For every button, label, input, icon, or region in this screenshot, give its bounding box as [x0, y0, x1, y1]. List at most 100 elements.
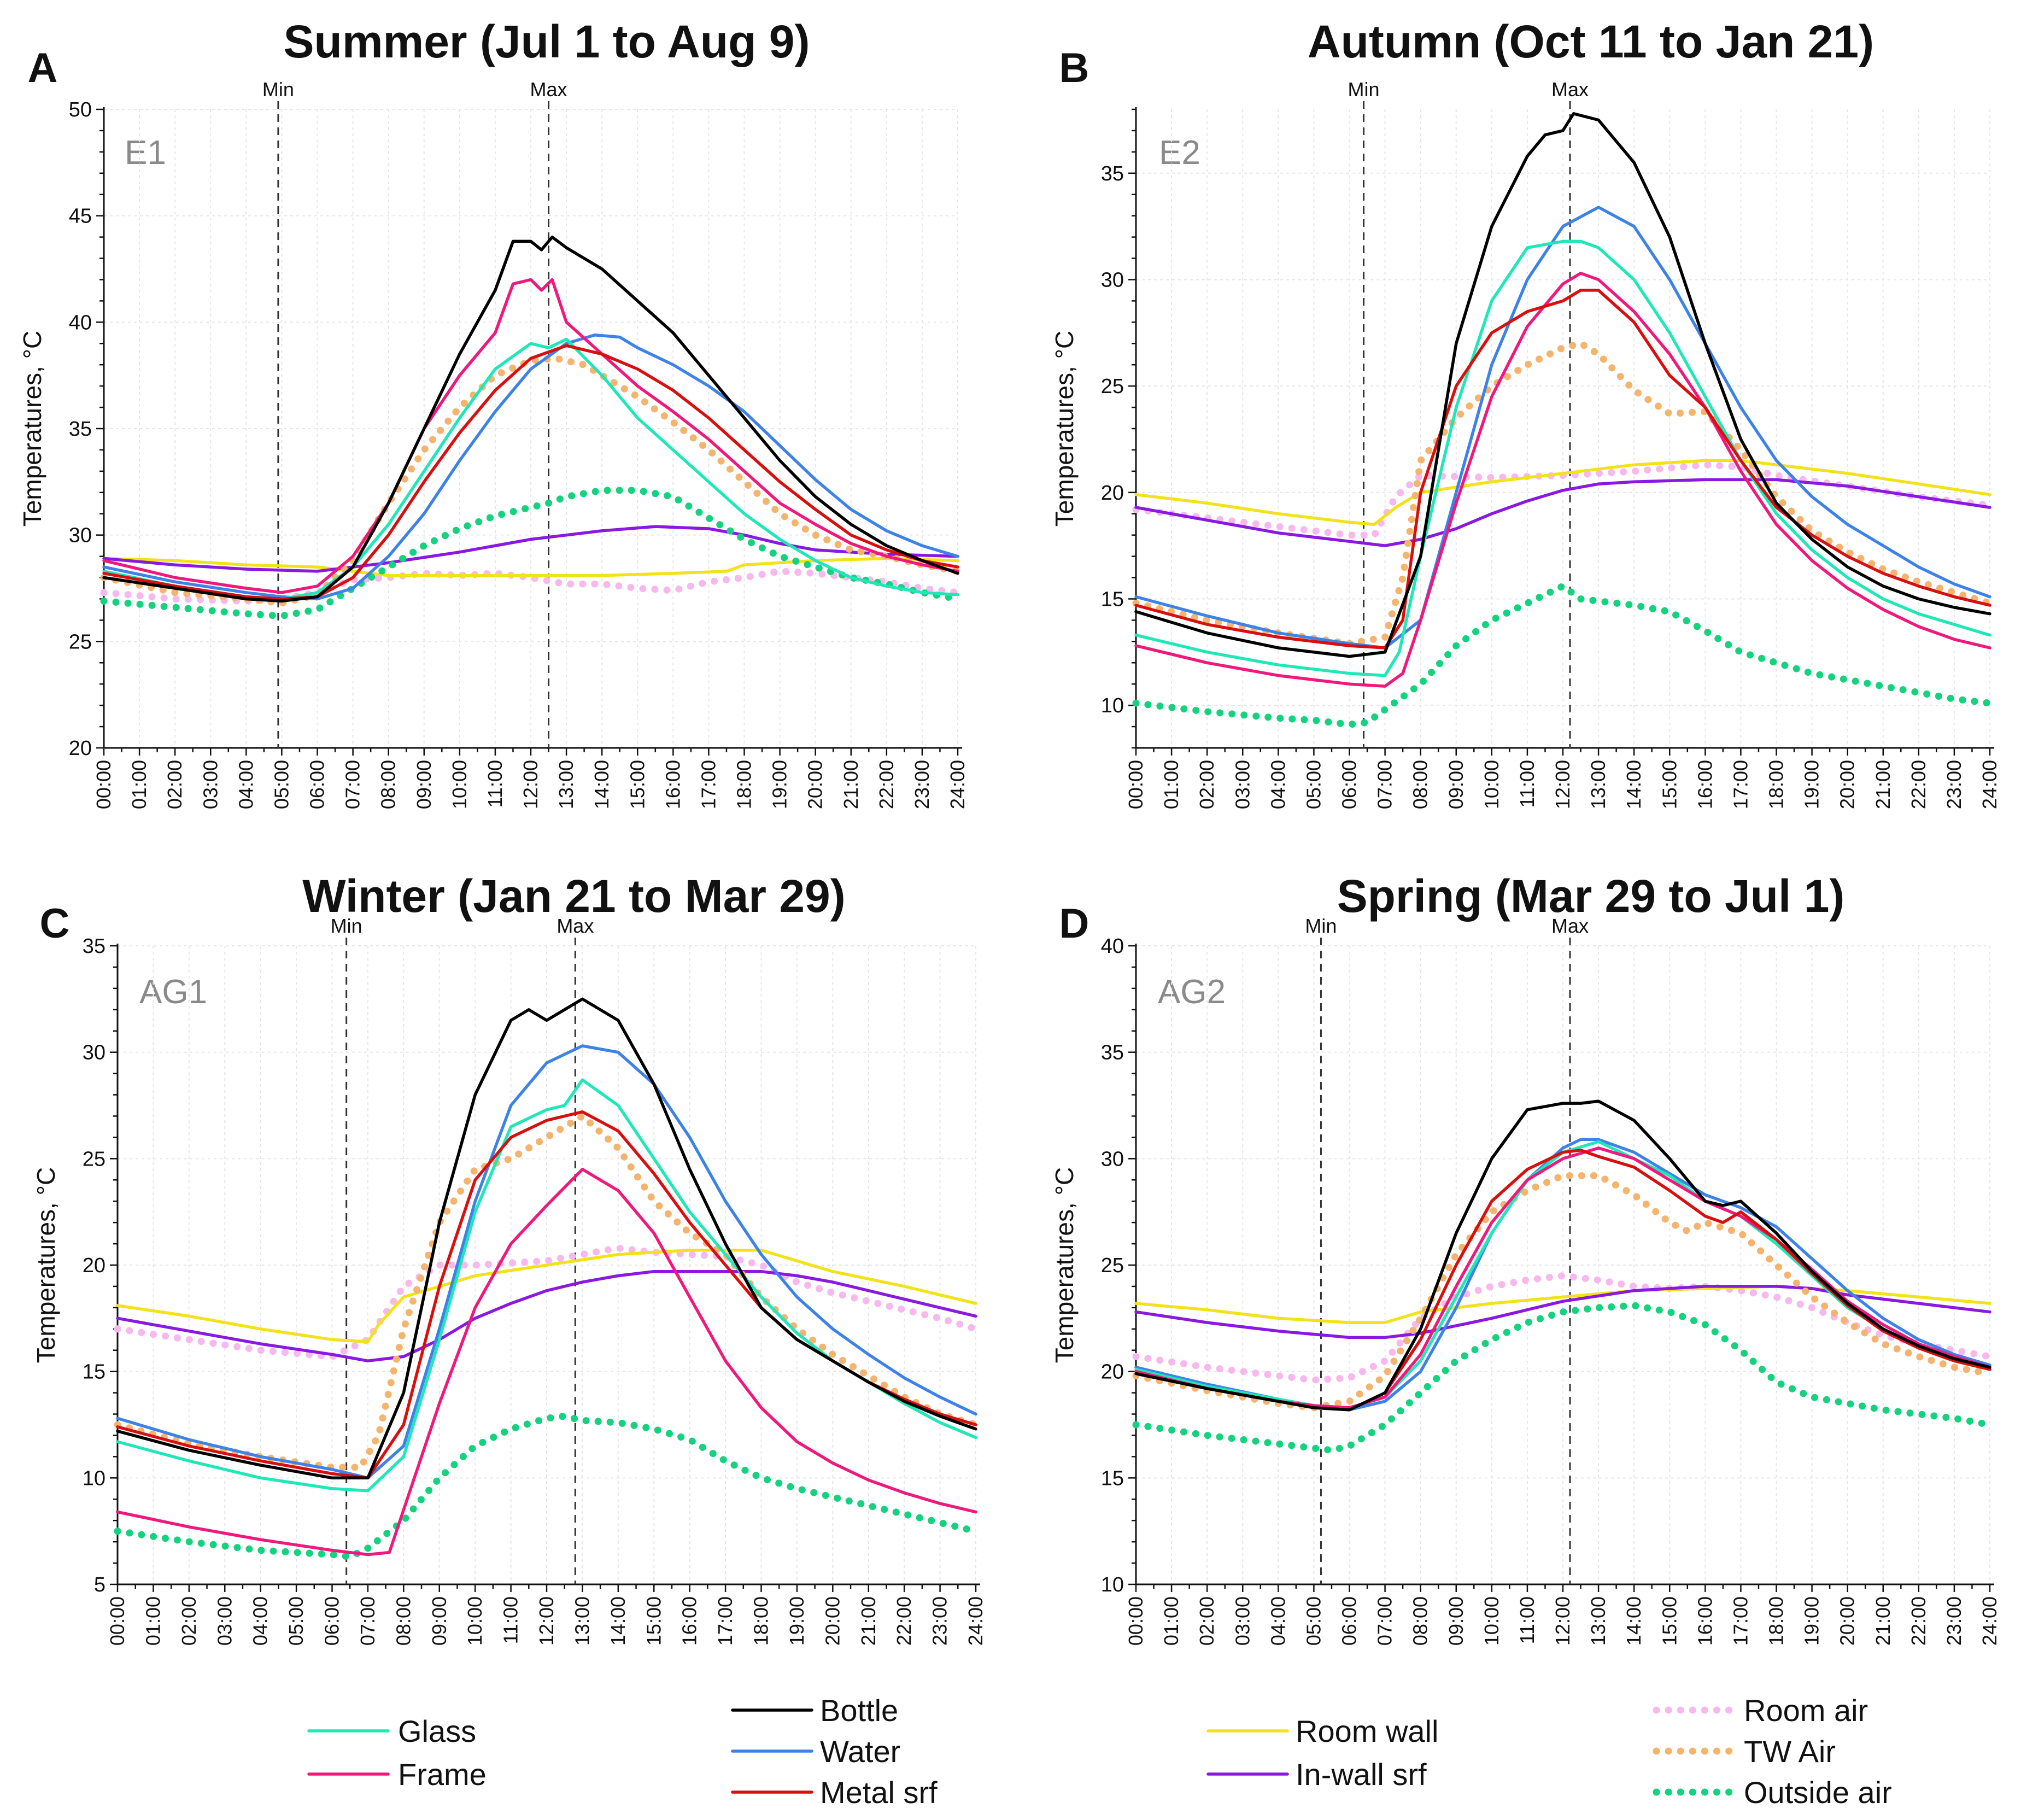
y-tick-label: 35	[83, 935, 106, 958]
panel-d-series-outside-air	[1132, 1302, 1994, 1454]
x-tick-label: 13:00	[1587, 760, 1609, 809]
x-tick-label: 20:00	[804, 760, 827, 809]
y-tick-label: 10	[1101, 1573, 1124, 1596]
panel-b: Autumn (Oct 11 to Jan 21) B E2 10 15 20 25 3…	[1050, 16, 2001, 809]
panel-a-series-in-wall	[102, 525, 959, 573]
x-tick-label: 08:00	[392, 1596, 414, 1646]
panel-a-series-frame	[102, 278, 959, 594]
x-tick-label: 05:00	[270, 760, 292, 809]
x-tick-label: 23:00	[1943, 1596, 1965, 1646]
panel-a-y-axis-label: Temperatures, °C	[18, 331, 46, 526]
panel-d-series-room-air	[1132, 1272, 1994, 1384]
x-tick-label: 03:00	[213, 1596, 236, 1646]
x-tick-label: 06:00	[1338, 760, 1361, 809]
x-tick-label: 01:00	[128, 760, 150, 809]
panel-b-series-bottle	[1134, 112, 1991, 658]
legend-label-bottle: Bottle	[820, 1693, 898, 1728]
x-tick-label: 15:00	[626, 760, 648, 809]
x-tick-label: 24:00	[1978, 1596, 2001, 1646]
x-tick-label: 07:00	[356, 1596, 379, 1646]
legend-label-metal: Metal srf	[820, 1775, 938, 1810]
x-tick-label: 16:00	[678, 1596, 701, 1646]
y-tick-label: 35	[1101, 1041, 1124, 1064]
panel-a-series-room-wall	[102, 557, 959, 577]
y-tick-label: 30	[1101, 1148, 1124, 1171]
panel-a-series-glass	[102, 337, 959, 601]
panel-c: Winter (Jan 21 to Mar 29) C AG1 5 10 15 20 2…	[32, 870, 987, 1646]
panel-c-series-frame	[116, 1168, 977, 1556]
y-tick-label: 25	[83, 1148, 106, 1171]
y-tick-label: 25	[1101, 375, 1124, 398]
y-tick-label: 30	[69, 524, 92, 547]
x-tick-label: 14:00	[1622, 1596, 1645, 1646]
x-tick-label: 00:00	[1124, 760, 1147, 809]
panel-c-series-tw-air	[114, 1113, 980, 1471]
y-tick-label: 25	[69, 630, 92, 653]
panel-d-letter: D	[1059, 900, 1089, 947]
panel-b-max-label: Max	[1551, 78, 1589, 101]
x-tick-label: 10:00	[1480, 1596, 1503, 1646]
legend-label-room-air: Room air	[1744, 1693, 1868, 1728]
x-tick-label: 12:00	[1551, 1596, 1574, 1646]
x-tick-label: 19:00	[769, 760, 791, 809]
panel-b-min-label: Min	[1348, 78, 1380, 101]
panel-b-grid	[1135, 109, 1990, 748]
panel-a-grid	[103, 109, 958, 748]
panel-d-series-frame	[1134, 1146, 1991, 1409]
x-tick-label: 02:00	[178, 1596, 200, 1646]
panel-b-y-axis-label: Temperatures, °C	[1050, 331, 1079, 526]
panel-c-series-room-wall	[116, 1248, 977, 1343]
x-tick-label: 00:00	[106, 1596, 128, 1646]
x-tick-label: 09:00	[1445, 1596, 1467, 1646]
x-tick-label: 05:00	[285, 1596, 307, 1646]
x-tick-label: 13:00	[555, 760, 577, 809]
y-tick-label: 15	[83, 1361, 106, 1384]
y-tick-label: 5	[94, 1573, 106, 1596]
panel-a-series-outside-air	[100, 487, 962, 620]
y-tick-label: 30	[83, 1041, 106, 1064]
x-tick-label: 20:00	[821, 1596, 843, 1646]
x-tick-label: 15:00	[1658, 760, 1680, 809]
x-tick-label: 20:00	[1836, 1596, 1859, 1646]
panel-b-series-outside-air	[1132, 582, 1994, 728]
x-tick-label: 22:00	[875, 760, 898, 809]
x-tick-label: 02:00	[163, 760, 186, 809]
legend-label-room-wall: Room wall	[1296, 1714, 1438, 1748]
panel-c-series-outside-air	[114, 1412, 980, 1560]
x-tick-label: 03:00	[1231, 1596, 1253, 1646]
panel-b-series-metal	[1134, 289, 1991, 649]
panel-c-title: Winter (Jan 21 to Mar 29)	[302, 870, 845, 922]
panel-b-site-label: E2	[1159, 134, 1200, 172]
panel-a: Summer (Jul 1 to Aug 9) A E1 20 25 30 35 40 4…	[18, 16, 969, 809]
panel-d-series-bottle	[1134, 1099, 1991, 1412]
x-tick-label: 00:00	[92, 760, 115, 809]
x-tick-label: 06:00	[1338, 1596, 1361, 1646]
y-tick-label: 20	[83, 1254, 106, 1277]
panel-d-site-label: AG2	[1158, 973, 1226, 1011]
panel-a-series-tw-air	[100, 355, 962, 607]
y-tick-label: 30	[1101, 268, 1124, 291]
x-tick-label: 24:00	[946, 760, 969, 809]
panel-d: Spring (Mar 29 to Jul 1) D AG2 10 15 20 25 3…	[1050, 870, 2001, 1646]
x-tick-label: 06:00	[306, 760, 329, 809]
y-tick-label: 10	[83, 1467, 106, 1490]
x-tick-label: 03:00	[199, 760, 221, 809]
x-tick-label: 23:00	[929, 1596, 951, 1646]
x-tick-label: 09:00	[428, 1596, 450, 1646]
y-tick-label: 20	[69, 737, 92, 760]
x-tick-label: 10:00	[464, 1596, 486, 1646]
x-tick-label: 02:00	[1196, 1596, 1218, 1646]
y-tick-label: 10	[1101, 694, 1124, 717]
x-tick-label: 18:00	[1765, 760, 1788, 809]
y-tick-label: 40	[1101, 935, 1124, 958]
legend-label-in-wall: In-wall srf	[1296, 1757, 1427, 1792]
x-tick-label: 10:00	[1480, 760, 1503, 809]
x-tick-label: 13:00	[571, 1596, 593, 1646]
x-tick-label: 12:00	[1551, 760, 1574, 809]
x-tick-label: 24:00	[1978, 760, 2001, 809]
x-tick-label: 04:00	[1267, 760, 1289, 809]
panel-c-series-water	[116, 1044, 977, 1480]
x-tick-label: 09:00	[413, 760, 435, 809]
x-tick-label: 08:00	[1409, 760, 1432, 809]
x-tick-label: 21:00	[1872, 760, 1894, 809]
